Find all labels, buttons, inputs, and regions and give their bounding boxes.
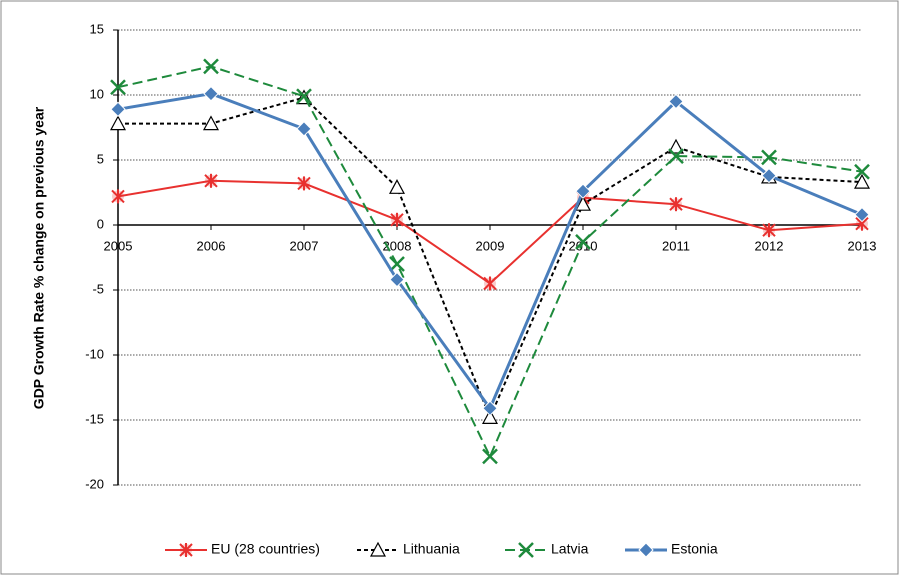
marker [297,176,311,191]
marker-halo [205,174,217,187]
marker [638,542,654,558]
marker [389,271,405,288]
marker [761,167,777,184]
marker-stroke [389,256,405,272]
x-tick-label: 2013 [848,238,877,253]
marker-halo [298,177,310,190]
marker-shape [481,409,499,424]
marker-shape [761,167,777,184]
x-tick-label: 2010 [569,238,598,253]
marker-shape [388,179,406,194]
marker [854,206,870,223]
marker [668,148,684,164]
marker-halo [112,190,124,203]
marker-halo [180,544,192,556]
marker-stroke [482,448,498,465]
y-tick-label: -10 [85,346,104,361]
x-tick-label: 2009 [476,238,505,253]
marker-stroke [110,79,126,96]
marker-halo [484,277,496,290]
marker [482,448,498,465]
marker [202,115,220,131]
marker [111,189,125,204]
marker-shape [109,115,127,131]
marker-stroke [668,148,684,164]
marker [482,400,498,417]
marker-shape [202,115,220,131]
marker-shape [574,195,592,211]
y-tick-label: 0 [97,216,104,231]
x-tick-label: 2007 [290,238,319,253]
marker [483,276,497,291]
marker-stroke [575,234,591,250]
y-axis-label: GDP Growth Rate % change on previous yea… [31,106,47,409]
marker-halo [763,224,775,237]
marker [853,173,871,189]
marker [369,541,387,557]
marker [575,234,591,250]
marker-shape [854,206,870,223]
marker [667,138,685,154]
marker [203,85,219,102]
legend-label: Latvia [551,541,589,557]
marker [179,543,193,557]
marker-shape [389,271,405,288]
marker [204,173,218,188]
marker [575,183,591,199]
marker [110,101,126,118]
y-tick-label: -20 [85,476,104,491]
marker-shape [853,173,871,189]
marker [669,197,683,212]
series-line [117,65,863,459]
marker [110,79,126,96]
marker-shape [667,138,685,154]
marker-shape [296,121,312,137]
marker [109,115,127,131]
marker-shape [110,101,126,118]
marker-halo [391,213,403,226]
marker [762,223,776,238]
marker-halo [856,217,868,230]
x-tick-label: 2006 [197,238,226,253]
marker-shape [482,400,498,417]
marker-shape [668,93,684,110]
legend-label: EU (28 countries) [211,541,320,557]
marker-shape [638,542,654,558]
y-tick-label: -5 [92,281,104,296]
marker [296,121,312,137]
x-tick-label: 2011 [662,238,690,253]
y-tick-label: 10 [90,86,104,101]
marker [761,149,777,166]
legend-label: Lithuania [403,541,460,557]
marker [296,88,312,105]
marker-stroke [296,88,312,105]
marker [389,256,405,272]
legend-label: Estonia [671,541,718,557]
marker-shape [203,85,219,102]
y-tick-label: -15 [85,411,104,426]
y-tick-label: 5 [97,151,104,166]
marker-stroke [203,58,219,75]
marker-stroke [854,163,870,180]
marker [388,179,406,194]
marker [390,212,404,227]
x-tick-label: 2005 [104,238,133,253]
marker-stroke [761,149,777,166]
series-line [118,96,863,420]
marker-halo [670,198,682,211]
marker [481,409,499,424]
marker [518,542,534,558]
y-tick-label: 15 [90,21,104,36]
marker-shape [369,541,387,557]
marker [668,93,684,110]
marker [854,163,870,180]
marker-stroke [518,542,534,558]
marker-shape [575,183,591,199]
marker [855,216,869,231]
x-tick-label: 2012 [755,238,784,253]
marker [574,195,592,211]
marker [203,58,219,75]
